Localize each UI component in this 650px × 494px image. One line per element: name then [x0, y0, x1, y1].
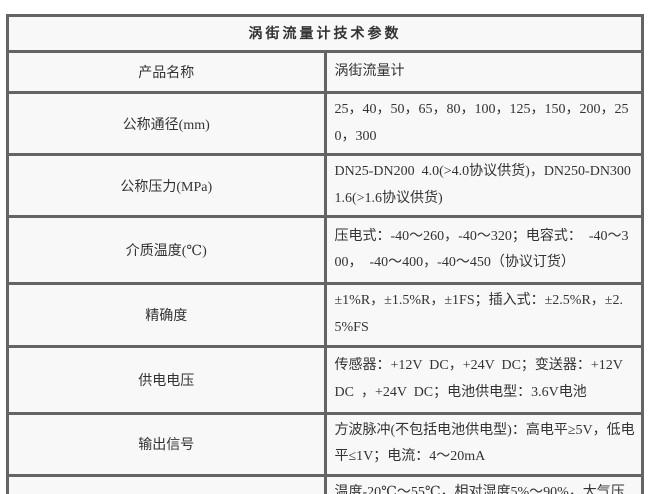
title-row: 涡街流量计技术参数 — [6, 14, 644, 53]
spec-value: 温度-20℃～55℃，相对湿度5%～90%，大气压力86～106kPa — [323, 473, 644, 494]
spec-label: 精确度 — [6, 282, 327, 348]
spec-label: 产品名称 — [6, 50, 327, 94]
table-row: 产品名称 涡街流量计 — [6, 50, 644, 94]
table-row: 供电电压 传感器：+12V DC，+24V DC；变送器：+12V DC ，+2… — [6, 344, 644, 415]
spec-label: 公称通径(mm) — [6, 90, 327, 157]
spec-label: 公称压力(MPa) — [6, 153, 327, 219]
table-row: 公称压力(MPa) DN25-DN200 4.0(>4.0协议供货)，DN250… — [6, 153, 644, 219]
table-row: 公称通径(mm) 25，40，50，65，80，100，125，150，200，… — [6, 90, 644, 157]
spec-label: 输出信号 — [6, 411, 327, 477]
table-row: 介质温度(℃) 压电式：-40～260，-40～320；电容式： -40～300… — [6, 215, 644, 286]
spec-label: 介质温度(℃) — [6, 215, 327, 286]
spec-value: 涡街流量计 — [323, 50, 644, 94]
spec-value: DN25-DN200 4.0(>4.0协议供货)，DN250-DN300 1.6… — [323, 153, 644, 219]
spec-value: 25，40，50，65，80，100，125，150，200，250，300 — [323, 90, 644, 157]
spec-value: ±1%R，±1.5%R，±1FS；插入式：±2.5%R，±2.5%FS — [323, 282, 644, 348]
spec-label: 供电电压 — [6, 344, 327, 415]
table-row: 环境条件 温度-20℃～55℃，相对湿度5%～90%，大气压力86～106kPa — [6, 473, 644, 494]
spec-label: 环境条件 — [6, 473, 327, 494]
table-row: 输出信号 方波脉冲(不包括电池供电型)：高电平≥5V，低电平≤1V；电流：4～2… — [6, 411, 644, 477]
page-title: 涡街流量计技术参数 — [6, 14, 644, 53]
spec-value: 压电式：-40～260，-40～320；电容式： -40～300， -40～40… — [323, 215, 644, 286]
spec-table: 涡街流量计技术参数 产品名称 涡街流量计 公称通径(mm) 25，40，50，6… — [6, 14, 644, 494]
spec-value: 传感器：+12V DC，+24V DC；变送器：+12V DC ，+24V DC… — [323, 344, 644, 415]
table-row: 精确度 ±1%R，±1.5%R，±1FS；插入式：±2.5%R，±2.5%FS — [6, 282, 644, 348]
spec-value: 方波脉冲(不包括电池供电型)：高电平≥5V，低电平≤1V；电流：4～20mA — [323, 411, 644, 477]
